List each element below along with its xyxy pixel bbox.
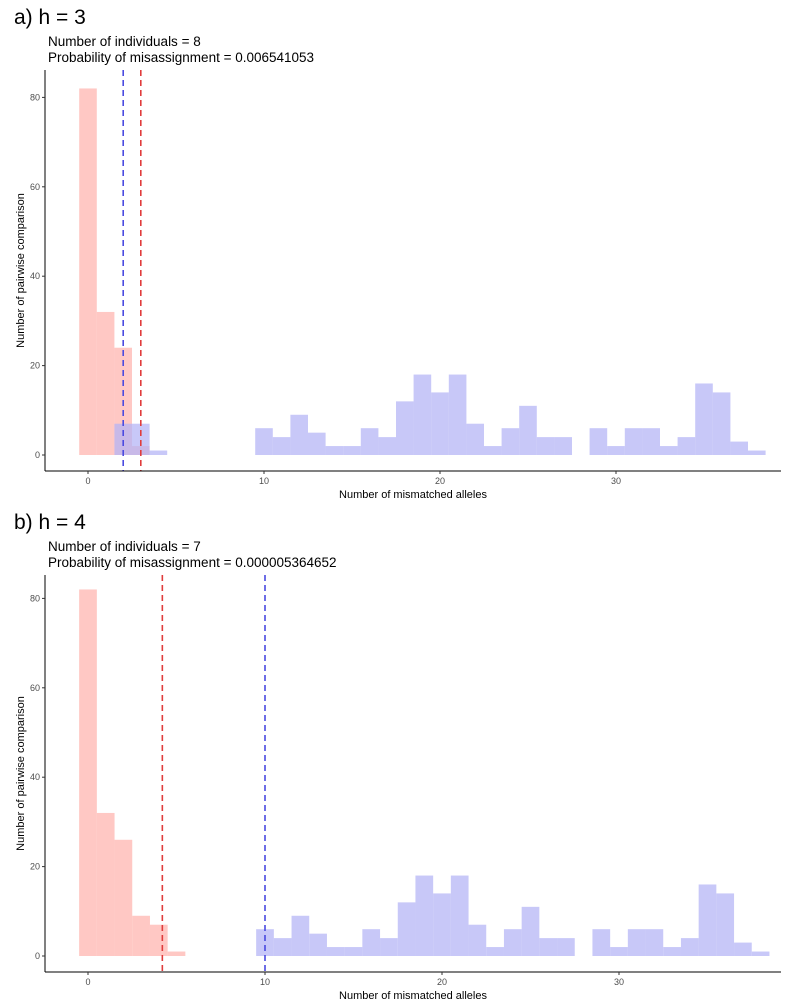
between-individual-bar [273, 938, 292, 956]
within-individual-bar [96, 812, 115, 956]
between-individual-bar [431, 392, 449, 455]
between-individual-bar [114, 423, 132, 455]
between-individual-bar [539, 938, 558, 956]
between-individual-bar [413, 374, 432, 455]
x-tick-label: 30 [611, 476, 621, 486]
panel-label: b) h = 4 [14, 511, 86, 534]
between-individual-bar [660, 446, 678, 455]
y-axis-title: Number of pairwise comparison [15, 193, 27, 348]
between-individual-bar [344, 947, 363, 956]
between-individual-bar [484, 446, 502, 455]
between-individual-bar [627, 929, 646, 956]
y-axis-title: Number of pairwise comparison [15, 696, 27, 851]
between-individual-bar [698, 884, 717, 956]
between-individual-bar [695, 383, 713, 455]
between-individual-bar [396, 401, 414, 455]
between-individual-bar [716, 893, 735, 956]
between-individual-bar [255, 428, 273, 455]
between-individual-bar [397, 902, 416, 956]
y-tick-label: 80 [30, 92, 40, 102]
within-individual-bar [114, 839, 133, 956]
between-individual-bar [149, 450, 168, 455]
misassignment-probability-text: Probability of misassignment = 0.0065410… [48, 50, 315, 65]
between-individual-bar [290, 414, 308, 455]
between-individual-bar [680, 938, 699, 956]
x-tick-label: 0 [85, 476, 90, 486]
between-individual-bar [748, 450, 766, 455]
between-individual-bar [645, 929, 664, 956]
within-individual-bar [79, 589, 97, 956]
between-individual-bar [360, 428, 379, 455]
between-individual-bar [712, 392, 731, 455]
between-individual-bar [466, 423, 484, 455]
between-individual-bar [450, 875, 469, 956]
between-individual-bar [378, 437, 396, 455]
between-individual-bar [592, 929, 611, 956]
y-tick-label: 60 [30, 182, 40, 192]
y-tick-label: 80 [30, 593, 40, 603]
between-individual-bar [642, 428, 660, 455]
x-tick-label: 20 [435, 476, 445, 486]
between-individual-bar [503, 929, 522, 956]
within-individual-bar [149, 924, 168, 956]
individuals-count-text: Number of individuals = 7 [48, 539, 201, 554]
panel-label: a) h = 3 [14, 6, 86, 29]
within-individual-bar [167, 951, 186, 956]
y-tick-label: 40 [30, 772, 40, 782]
between-individual-bar [309, 933, 327, 956]
between-individual-bar [486, 947, 504, 956]
between-individual-bar [521, 906, 540, 956]
between-individual-bar [291, 915, 310, 956]
within-individual-bar [79, 88, 97, 456]
x-tick-label: 0 [85, 977, 90, 987]
between-individual-bar [554, 437, 572, 455]
x-axis-title: Number of mismatched alleles [339, 990, 487, 1002]
histogram-plot: 0 20 40 60 80 0 10 20 30 Number of mismatched all… [15, 70, 781, 500]
between-individual-bar [380, 938, 398, 956]
between-individual-bar [343, 446, 361, 455]
between-individual-bar [415, 875, 434, 956]
between-individual-bar [501, 428, 520, 455]
y-tick-label: 0 [35, 951, 40, 961]
y-tick-label: 0 [35, 450, 40, 460]
y-tick-label: 20 [30, 862, 40, 872]
x-axis-title: Number of mismatched alleles [339, 489, 487, 500]
between-individual-bar [448, 374, 467, 455]
chart-panel-b: b) h = 4 Number of individuals = 7 Proba… [0, 505, 789, 1006]
between-individual-bar [610, 947, 628, 956]
between-individual-bar [589, 428, 608, 455]
individuals-count-text: Number of individuals = 8 [48, 34, 201, 49]
between-individual-bar [272, 437, 291, 455]
between-individual-bar [519, 405, 537, 455]
between-individual-bar [256, 929, 274, 956]
within-individual-bar [96, 311, 115, 455]
between-individual-bar [624, 428, 643, 455]
between-individual-bar [308, 432, 326, 455]
within-individual-bar [132, 915, 150, 956]
misassignment-probability-text: Probability of misassignment = 0.0000053… [48, 555, 337, 570]
chart-panel-a: a) h = 3 Number of individuals = 8 Proba… [0, 0, 789, 500]
between-individual-bar [468, 924, 487, 956]
y-tick-label: 20 [30, 361, 40, 371]
between-individual-bar [607, 446, 625, 455]
between-individual-bar [326, 947, 345, 956]
histogram-plot: 0 20 40 60 80 0 10 20 30 Number of mismatched all… [15, 575, 781, 1002]
between-individual-bar [132, 423, 150, 455]
x-tick-label: 30 [614, 977, 624, 987]
between-individual-bar [730, 441, 748, 455]
between-individual-bar [734, 942, 752, 956]
between-individual-bar [663, 947, 681, 956]
between-individual-bar [557, 938, 575, 956]
between-individual-bar [325, 446, 344, 455]
between-individual-bar [677, 437, 696, 455]
x-tick-label: 20 [437, 977, 447, 987]
between-individual-bar [751, 951, 770, 956]
x-tick-label: 10 [259, 476, 269, 486]
y-tick-label: 40 [30, 271, 40, 281]
between-individual-bar [362, 929, 381, 956]
between-individual-bar [433, 893, 451, 956]
y-tick-label: 60 [30, 683, 40, 693]
x-tick-label: 10 [260, 977, 270, 987]
between-individual-bar [536, 437, 555, 455]
